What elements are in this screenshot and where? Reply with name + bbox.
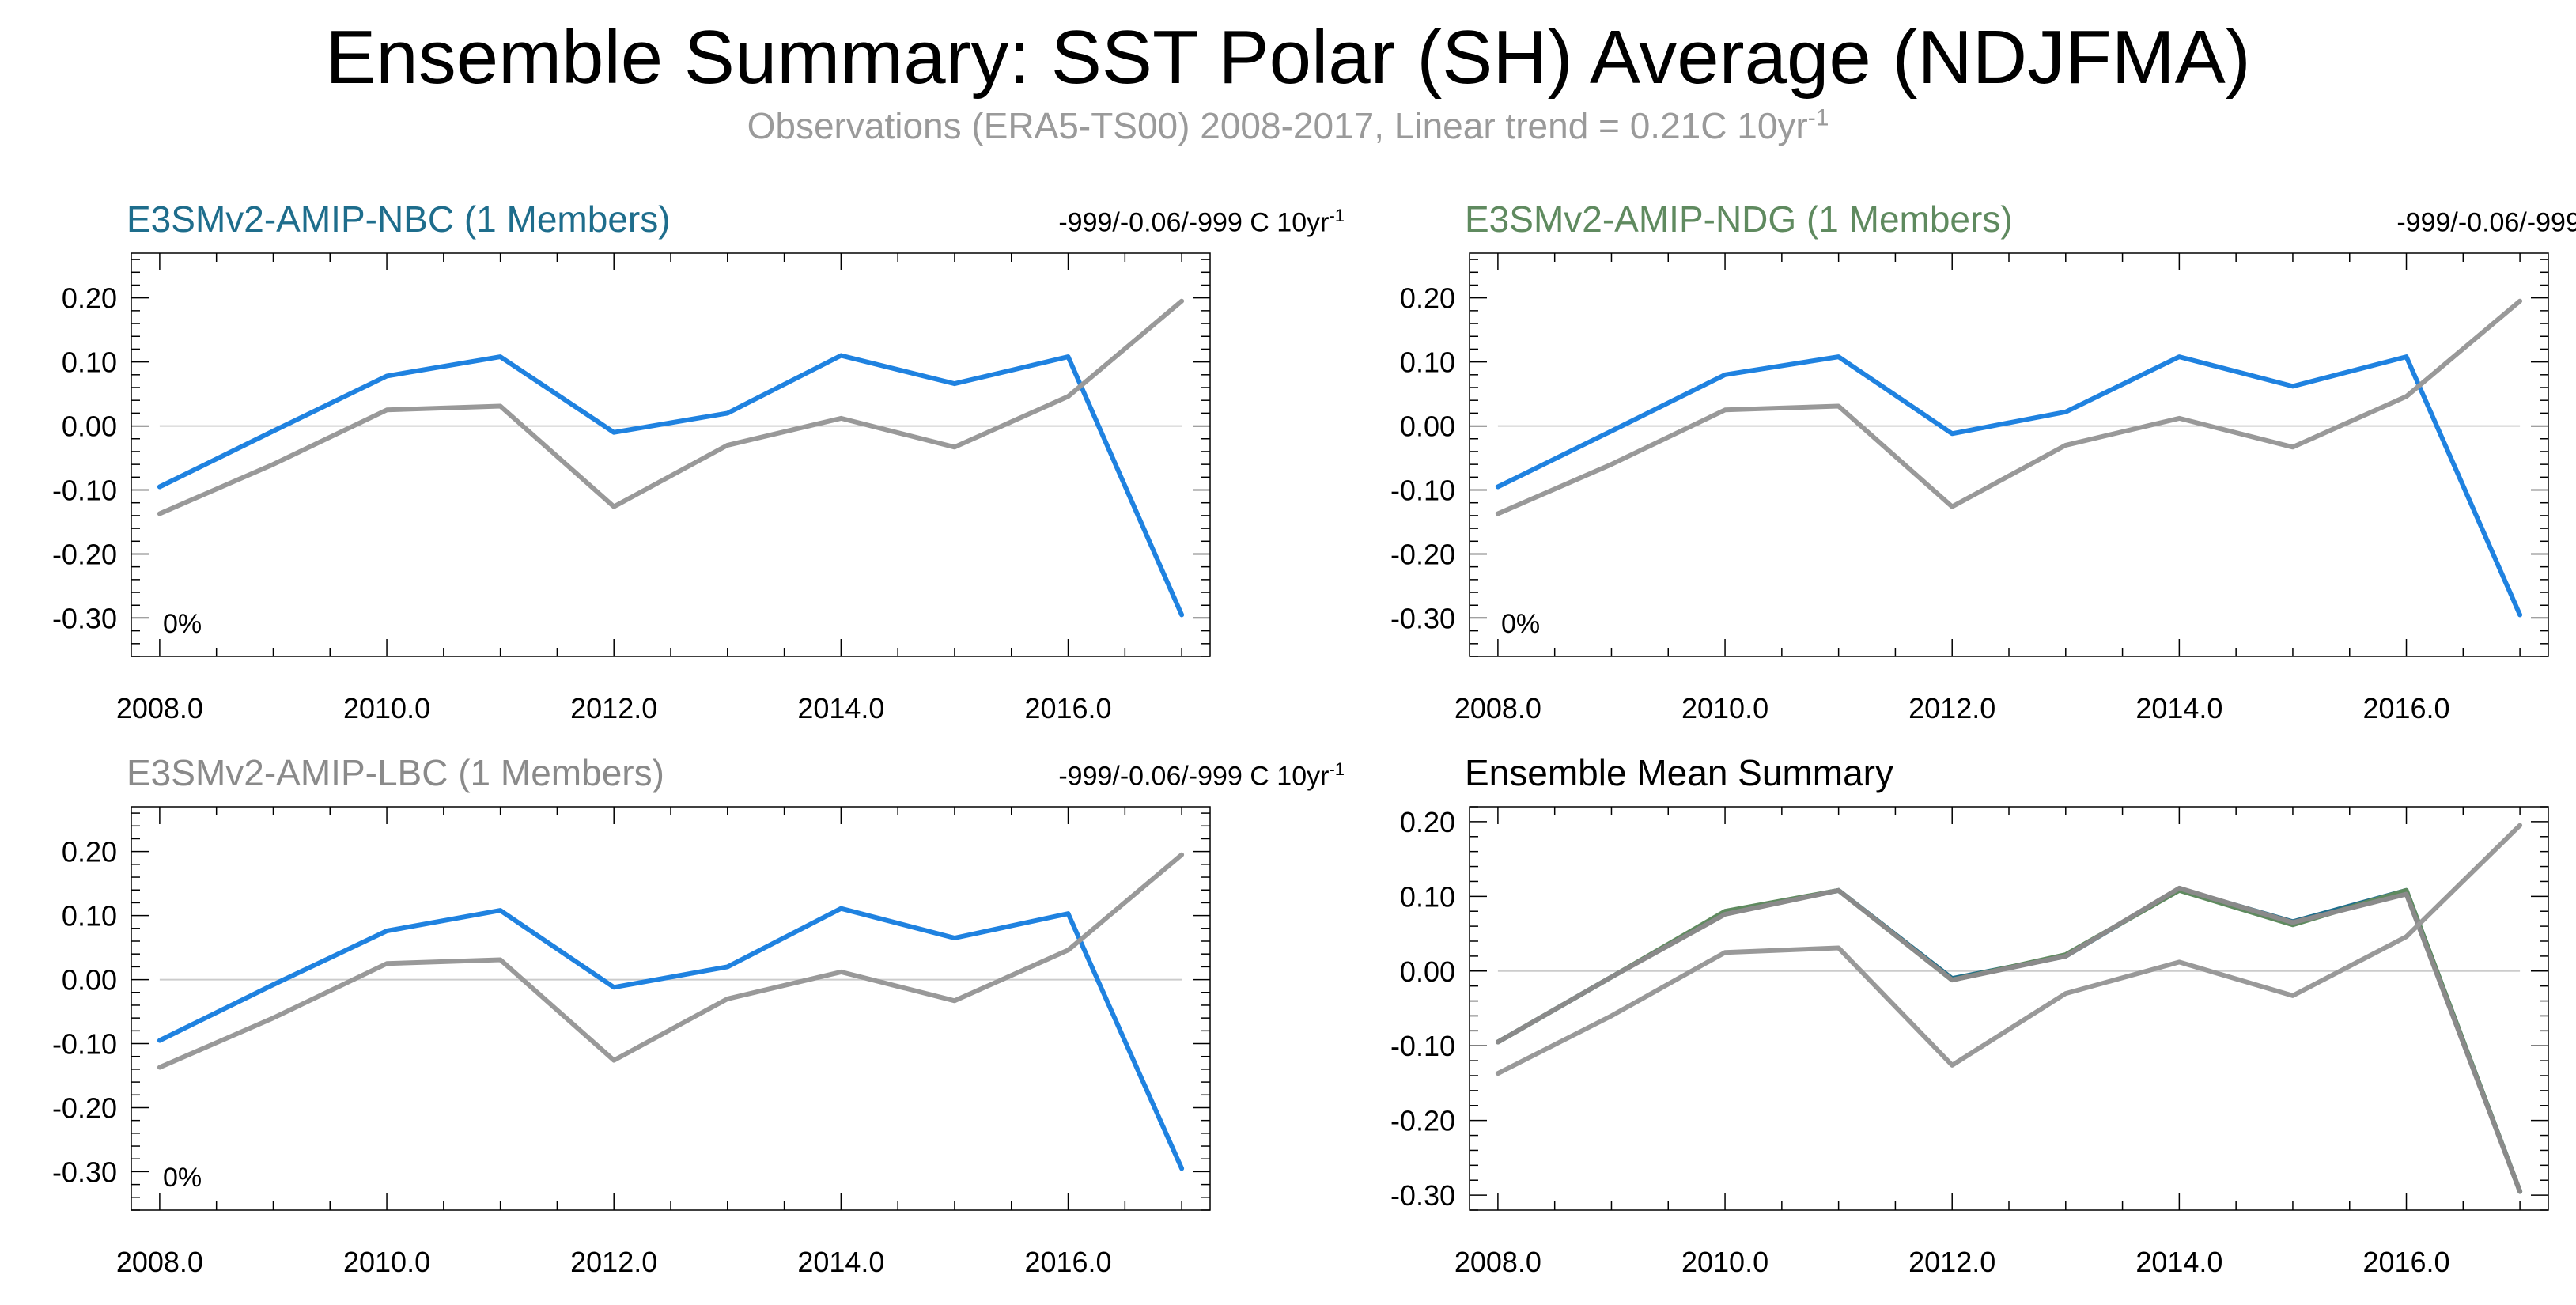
series-line-0 — [157, 906, 1185, 1171]
y-tick-label: -0.30 — [1390, 1179, 1455, 1212]
panel-title: Ensemble Mean Summary — [1465, 752, 1893, 793]
panel-trend: -999/-0.06/-999 C 10yr-1 — [1058, 759, 1345, 792]
page-title: Ensemble Summary: SST Polar (SH) Average… — [325, 15, 2251, 100]
panel-trend: -999/-0.06/-999 C 10yr-1 — [1058, 206, 1345, 238]
y-tick-label: -0.30 — [52, 1156, 117, 1188]
y-tick-label: 0.10 — [1400, 346, 1455, 379]
x-tick-label: 2012.0 — [570, 692, 657, 724]
y-tick-label: 0.10 — [62, 900, 117, 932]
series-line-0 — [1495, 886, 2523, 1194]
y-tick-label: -0.30 — [1390, 602, 1455, 634]
y-tick-label: 0.00 — [62, 964, 117, 997]
panel-chart: 0.20 0.10 0.00 -0.10 -0.20 -0.30 2008.0 2010.0 2… — [1390, 806, 2549, 1278]
y-tick-label: 0.20 — [1400, 806, 1455, 838]
series-line-3 — [1495, 823, 2523, 1076]
trend-text: -999/-0.06/-999 C 10yr — [1058, 207, 1330, 238]
panel-title: E3SMv2-AMIP-LBC (1 Members) — [127, 752, 664, 793]
panel-title: E3SMv2-AMIP-NBC (1 Members) — [127, 199, 671, 240]
trend-text: -999/-0.06/-999 C 10yr — [1058, 761, 1330, 792]
y-tick-label: 0.20 — [62, 282, 117, 315]
x-tick-label: 2016.0 — [1024, 1246, 1111, 1278]
y-tick-label: -0.30 — [52, 602, 117, 634]
panel-trend: -999/-0.06/-999 C 10yr-1 — [2396, 206, 2576, 238]
y-tick-label: -0.10 — [52, 475, 117, 507]
y-tick-label: -0.20 — [52, 1091, 117, 1124]
page-subtitle: Observations (ERA5-TS00) 2008-2017, Line… — [0, 104, 2576, 147]
x-tick-label: 2010.0 — [1681, 692, 1768, 724]
series-line-0 — [1495, 354, 2523, 618]
x-tick-label: 2014.0 — [2135, 692, 2222, 724]
y-tick-label: 0.00 — [1400, 955, 1455, 988]
panel-lbc: E3SMv2-AMIP-LBC (1 Members) -999/-0.06/-… — [52, 751, 1345, 1305]
x-tick-label: 2014.0 — [2135, 1246, 2222, 1278]
y-tick-label: -0.20 — [1390, 1105, 1455, 1137]
x-tick-label: 2016.0 — [1024, 692, 1111, 724]
series-line-1 — [1495, 298, 2523, 516]
plot-frame — [1469, 806, 2549, 1211]
x-tick-label: 2012.0 — [1908, 692, 1995, 724]
x-tick-label: 2008.0 — [1454, 692, 1541, 724]
panel-ndg: E3SMv2-AMIP-NDG (1 Members) -999/-0.06/-… — [1390, 198, 2576, 751]
y-tick-label: 0.10 — [62, 346, 117, 379]
x-tick-label: 2014.0 — [797, 1246, 884, 1278]
y-tick-label: 0.20 — [1400, 282, 1455, 315]
percent-label: 0% — [163, 609, 202, 639]
y-tick-label: -0.20 — [52, 538, 117, 570]
subtitle-superscript: -1 — [1807, 104, 1829, 131]
series-line-2 — [1495, 885, 2523, 1194]
y-tick-label: 0.00 — [1400, 410, 1455, 443]
series-line-0 — [157, 353, 1185, 618]
x-tick-label: 2012.0 — [570, 1246, 657, 1278]
x-tick-label: 2016.0 — [2362, 692, 2449, 724]
y-tick-label: 0.20 — [62, 836, 117, 868]
x-tick-label: 2008.0 — [116, 1246, 203, 1278]
y-tick-label: -0.10 — [1390, 1030, 1455, 1062]
y-tick-label: -0.10 — [1390, 475, 1455, 507]
subtitle-text: Observations (ERA5-TS00) 2008-2017, Line… — [747, 105, 1808, 146]
x-tick-label: 2010.0 — [343, 1246, 430, 1278]
x-tick-label: 2010.0 — [343, 692, 430, 724]
x-tick-label: 2016.0 — [2362, 1246, 2449, 1278]
y-tick-label: 0.10 — [1400, 880, 1455, 913]
panel-ensemble-mean: Ensemble Mean Summary 0.20 0.10 0.00 -0.10 -… — [1390, 751, 2576, 1305]
x-tick-label: 2010.0 — [1681, 1246, 1768, 1278]
y-tick-label: -0.20 — [1390, 538, 1455, 570]
panel-chart: 0.20 0.10 0.00 -0.10 -0.20 -0.30 2008.0 2010.0 2… — [52, 806, 1211, 1278]
x-tick-label: 2008.0 — [1454, 1246, 1541, 1278]
percent-label: 0% — [163, 1163, 202, 1193]
series-line-1 — [1495, 887, 2523, 1194]
series-line-1 — [157, 298, 1185, 516]
panel-chart: 0.20 0.10 0.00 -0.10 -0.20 -0.30 2008.0 2010.0 2… — [1390, 252, 2549, 724]
trend-superscript: -1 — [1329, 206, 1345, 225]
series-line-1 — [157, 852, 1185, 1070]
panel-nbc: E3SMv2-AMIP-NBC (1 Members) -999/-0.06/-… — [52, 198, 1345, 751]
y-tick-label: 0.00 — [62, 410, 117, 443]
x-tick-label: 2012.0 — [1908, 1246, 1995, 1278]
panel-chart: 0.20 0.10 0.00 -0.10 -0.20 -0.30 2008.0 2010.0 2… — [52, 252, 1211, 724]
trend-superscript: -1 — [1329, 759, 1345, 779]
x-tick-label: 2014.0 — [797, 692, 884, 724]
panel-title: E3SMv2-AMIP-NDG (1 Members) — [1465, 199, 2013, 240]
percent-label: 0% — [1501, 609, 1540, 639]
y-tick-label: -0.10 — [52, 1028, 117, 1061]
x-tick-label: 2008.0 — [116, 692, 203, 724]
trend-text: -999/-0.06/-999 C 10yr — [2396, 207, 2576, 238]
